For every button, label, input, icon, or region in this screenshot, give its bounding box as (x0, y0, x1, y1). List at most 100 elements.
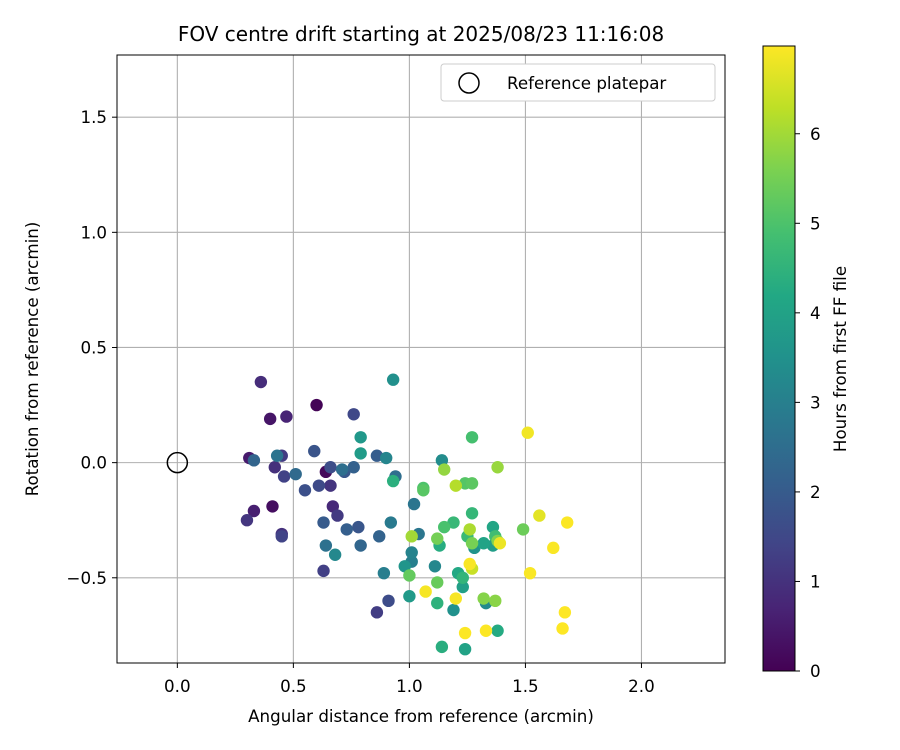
x-tick-label: 2.0 (628, 676, 655, 696)
data-point (370, 606, 384, 619)
data-point (382, 594, 395, 608)
data-point (324, 461, 337, 474)
x-tick-label: 0.0 (164, 676, 191, 696)
data-point (449, 479, 463, 492)
y-tick-label: 1.0 (80, 222, 107, 242)
legend-reference-marker (458, 72, 480, 94)
data-point (328, 548, 342, 561)
data-point (405, 530, 418, 543)
data-point (556, 622, 569, 635)
data-point (317, 516, 330, 529)
x-tick-label: 0.5 (280, 676, 307, 696)
data-point (398, 560, 411, 573)
data-point (435, 640, 449, 654)
data-point (458, 626, 472, 640)
colorbar-tick-label: 2 (810, 482, 821, 502)
data-point (447, 516, 460, 529)
colorbar-tick-label: 1 (810, 571, 821, 591)
data-point (340, 523, 353, 536)
colorbar-label: Hours from first FF file (830, 266, 850, 452)
x-tick-label: 1.0 (396, 676, 423, 696)
y-axis-label: Rotation from reference (arcmin) (22, 222, 42, 497)
data-point (431, 532, 444, 545)
data-point (289, 467, 302, 481)
data-point (431, 596, 444, 610)
data-point (465, 477, 479, 490)
data-point (354, 539, 367, 552)
y-tick-label: 0.5 (80, 337, 107, 357)
y-axis-ticks: −0.5 0.0 0.5 1.0 1.5 (66, 107, 117, 588)
data-point (558, 606, 572, 619)
data-point (280, 410, 293, 423)
data-point (270, 449, 284, 462)
data-point (438, 520, 451, 534)
data-point (456, 571, 469, 584)
data-point (547, 541, 560, 555)
data-point (533, 509, 546, 522)
data-point (354, 431, 367, 444)
x-axis-ticks: 0.0 0.5 1.0 1.5 2.0 (164, 663, 655, 696)
data-point (379, 451, 393, 465)
colorbar-tick-label: 4 (810, 303, 821, 323)
data-point (247, 504, 261, 518)
y-tick-label: −0.5 (66, 568, 107, 588)
data-point (240, 514, 254, 527)
legend-box (440, 63, 716, 102)
colorbar-gradient (762, 45, 796, 672)
data-point (449, 592, 463, 605)
data-point (407, 497, 421, 511)
data-point (298, 484, 312, 497)
data-point (465, 537, 479, 550)
reference-platepar-marker (166, 451, 189, 474)
data-point (447, 603, 460, 617)
grid-lines (117, 55, 725, 663)
data-point (312, 479, 326, 492)
y-tick-label: 1.5 (80, 107, 107, 127)
data-point (491, 624, 504, 637)
data-point (477, 592, 490, 605)
data-point (370, 449, 384, 462)
x-tick-label: 1.5 (512, 676, 539, 696)
data-point (403, 590, 416, 603)
colorbar-tick-label: 3 (810, 392, 821, 412)
data-point (254, 375, 268, 389)
data-point (268, 461, 282, 474)
data-point (491, 461, 504, 474)
data-point (479, 624, 493, 637)
data-point (386, 474, 400, 488)
data-point (354, 447, 367, 460)
colorbar-tick-label: 5 (810, 213, 821, 233)
legend: Reference platepar (440, 63, 716, 102)
x-axis-label: Angular distance from reference (arcmin) (248, 706, 594, 726)
data-point (477, 537, 490, 550)
data-point (335, 463, 349, 476)
data-point (324, 479, 337, 492)
colorbar: 0 1 2 3 4 5 6 Hours from first FF file (762, 45, 850, 681)
plot-area: 0.0 0.5 1.0 1.5 2.0 −0.5 0.0 0.5 1.0 1.5 Referen… (66, 54, 726, 696)
plot-frame (116, 54, 726, 664)
scatter-points (240, 373, 574, 656)
data-point (405, 546, 418, 559)
data-point (247, 454, 261, 467)
data-point (456, 580, 469, 594)
colorbar-ticks: 0 1 2 3 4 5 6 (795, 124, 821, 681)
data-point (516, 523, 530, 536)
data-point (263, 412, 277, 426)
data-point (317, 564, 330, 578)
data-point (347, 461, 360, 474)
data-point (377, 566, 391, 580)
data-point (419, 585, 432, 598)
data-point (266, 500, 279, 513)
data-point (489, 594, 502, 608)
data-point (463, 523, 476, 536)
data-point (403, 569, 416, 582)
data-point (352, 520, 365, 534)
data-point (319, 539, 333, 552)
data-point (308, 444, 321, 458)
data-point (277, 470, 291, 483)
data-point (465, 431, 479, 444)
data-point (326, 500, 340, 513)
data-point (523, 566, 537, 580)
data-point (275, 530, 288, 543)
